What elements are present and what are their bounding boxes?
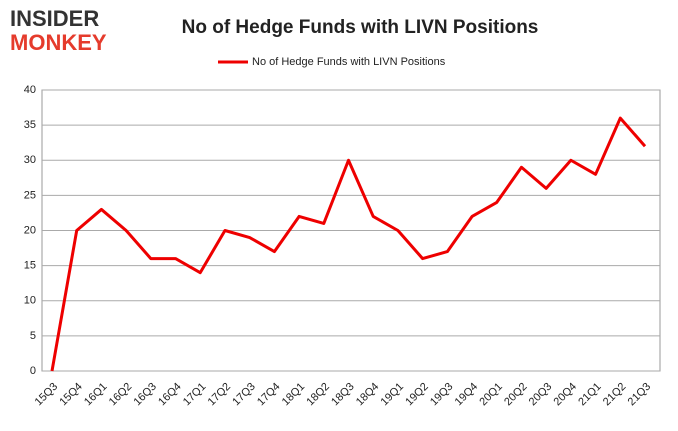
x-tick-label: 20Q3 [527, 381, 555, 409]
x-tick-label: 21Q3 [626, 381, 654, 409]
x-tick-label: 21Q2 [601, 381, 629, 409]
logo-top: INSIDER [10, 6, 99, 31]
x-tick-label: 18Q4 [354, 381, 382, 409]
line [50, 116, 647, 372]
x-tick-label: 19Q1 [379, 381, 407, 409]
x-tick-label: 17Q2 [206, 381, 234, 409]
y-tick-label: 0 [30, 365, 36, 377]
y-tick-label: 40 [24, 84, 36, 96]
x-tick-label: 15Q3 [33, 381, 61, 409]
x-tick-label: 18Q2 [304, 381, 332, 409]
x-tick-label: 20Q1 [477, 381, 505, 409]
y-tick-label: 25 [24, 189, 36, 201]
y-tick-label: 5 [30, 330, 36, 342]
x-tick-label: 17Q1 [181, 381, 209, 409]
x-tick-label: 18Q1 [280, 381, 308, 409]
x-tick-label: 16Q4 [156, 381, 184, 409]
y-tick-label: 20 [24, 224, 36, 236]
x-tick-label: 16Q3 [131, 381, 159, 409]
y-tick-label: 15 [24, 260, 36, 272]
legend-label: No of Hedge Funds with LIVN Positions [252, 56, 446, 68]
x-tick-label: 20Q4 [552, 381, 580, 409]
x-tick-label: 16Q2 [107, 381, 135, 409]
x-tick-label: 19Q4 [453, 381, 481, 409]
y-tick-label: 30 [24, 154, 36, 166]
logo-bottom: MONKEY [10, 30, 107, 55]
y-tick-label: 10 [24, 295, 36, 307]
x-tick-label: 17Q3 [230, 381, 258, 409]
y-tick-label: 35 [24, 119, 36, 131]
x-tick-label: 15Q4 [57, 381, 85, 409]
x-tick-label: 19Q3 [428, 381, 456, 409]
x-tick-label: 18Q3 [329, 381, 357, 409]
x-tick-label: 16Q1 [82, 381, 110, 409]
x-tick-label: 17Q4 [255, 381, 283, 409]
chart-title: No of Hedge Funds with LIVN Positions [182, 17, 539, 38]
x-tick-label: 21Q1 [576, 381, 604, 409]
x-tick-label: 19Q2 [403, 381, 431, 409]
x-tick-label: 20Q2 [502, 381, 530, 409]
